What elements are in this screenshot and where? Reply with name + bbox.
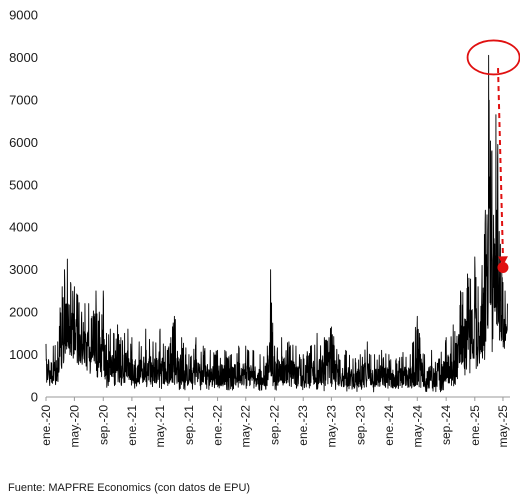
current-value-marker — [497, 262, 509, 274]
source-note: Fuente: MAPFRE Economics (con datos de E… — [8, 482, 251, 494]
x-tick-label: ene.-20 — [39, 405, 53, 446]
annotation-layer — [466, 39, 520, 274]
x-tick-label: may.-22 — [239, 405, 253, 448]
x-tick-label: sep.-24 — [439, 405, 453, 445]
decline-arrow-head — [497, 256, 508, 266]
x-tick-label: sep.-23 — [353, 405, 367, 445]
x-tick-label: may.-25 — [496, 405, 510, 448]
y-axis: 0 1000 2000 3000 4000 5000 6000 7000 8000 9000 — [9, 8, 38, 405]
x-tick-label: may.-24 — [410, 405, 424, 448]
decline-arrow-line — [497, 68, 504, 257]
y-tick-label: 2000 — [9, 305, 38, 320]
x-tick-label: may.-23 — [324, 405, 338, 448]
x-tick-label: ene.-24 — [382, 405, 396, 446]
x-tick-label: ene.-25 — [468, 405, 482, 446]
x-axis: ene.-20 may.-20 sep.-20 ene.-21 may.-21 sep.-… — [39, 396, 510, 448]
y-tick-label: 8000 — [9, 50, 38, 65]
x-tick-label: may.-20 — [67, 405, 81, 448]
y-tick-label: 5000 — [9, 177, 38, 192]
y-tick-label: 0 — [31, 390, 38, 405]
epu-series-line — [45, 54, 508, 393]
y-tick-label: 4000 — [9, 220, 38, 235]
y-tick-label: 7000 — [9, 92, 38, 107]
series-layer — [45, 54, 508, 393]
x-tick-label: sep.-21 — [182, 405, 196, 445]
y-tick-label: 6000 — [9, 135, 38, 150]
x-tick-label: ene.-23 — [296, 405, 310, 446]
y-tick-label: 9000 — [9, 8, 38, 23]
x-tick-label: may.-21 — [153, 405, 167, 448]
y-tick-label: 1000 — [9, 347, 38, 362]
y-tick-label: 3000 — [9, 262, 38, 277]
peak-highlight-ellipse — [466, 39, 520, 76]
x-tick-label: ene.-21 — [125, 405, 139, 446]
x-tick-label: sep.-20 — [96, 405, 110, 445]
x-tick-label: sep.-22 — [268, 405, 282, 445]
x-tick-label: ene.-22 — [211, 405, 225, 446]
